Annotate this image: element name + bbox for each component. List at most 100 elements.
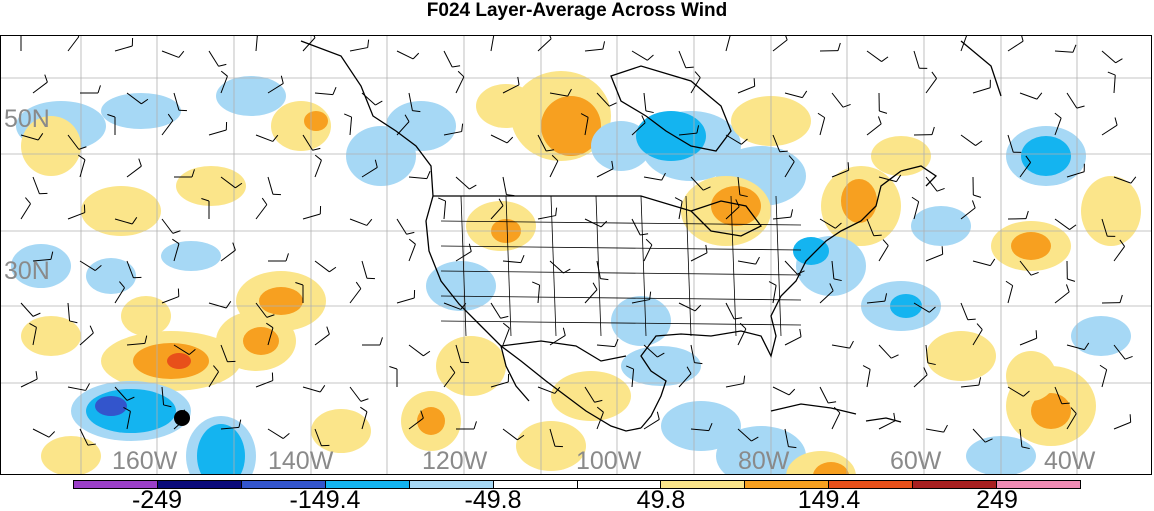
wind-barb: [549, 428, 556, 447]
colorbar-label-neg49: -49.8: [464, 486, 522, 511]
contour-blob: [1081, 176, 1141, 246]
wind-barb-flag: [881, 56, 889, 62]
wind-barb-flag: [563, 268, 571, 274]
wind-barb-flag: [645, 110, 654, 114]
wind-barb: [690, 344, 695, 363]
wind-barb-flag: [891, 354, 899, 359]
wind-barb: [161, 218, 174, 234]
wind-barb: [819, 386, 829, 404]
contour-blob: [661, 401, 741, 451]
wind-barb: [114, 45, 133, 52]
wind-barb-flag: [404, 114, 410, 122]
wind-barb: [490, 302, 501, 319]
contour-blob: [21, 116, 81, 176]
contour-blob: [81, 186, 161, 236]
wind-barb: [408, 244, 416, 262]
wind-barb: [784, 336, 802, 346]
wind-barb-flag: [755, 256, 760, 265]
wind-barb-flag: [923, 367, 928, 375]
wind-barb-flag: [580, 113, 589, 118]
lon-label-100w: 100W: [576, 447, 642, 475]
state-border: [460, 195, 467, 337]
wind-barb: [878, 420, 896, 430]
wind-barb-flag: [1076, 105, 1085, 109]
colorbar-cell: [913, 481, 998, 488]
colorbar-cell: [409, 481, 494, 488]
wind-barb: [314, 333, 330, 346]
wind-barb-flag: [1119, 294, 1123, 303]
wind-barb-flag: [694, 304, 702, 312]
wind-barb: [1101, 124, 1118, 136]
wind-barb: [126, 260, 134, 278]
wind-barb-flag: [326, 326, 330, 335]
wind-barb-flag: [941, 246, 944, 255]
wind-barb: [725, 302, 735, 320]
wind-barb-flag: [708, 423, 713, 431]
contour-blob: [161, 241, 221, 271]
wind-barb-flag: [1099, 364, 1107, 371]
wind-barb: [737, 176, 741, 195]
wind-barb: [267, 428, 284, 439]
wind-barb-flag: [686, 366, 692, 374]
wind-barb: [396, 297, 415, 304]
contour-blob: [611, 296, 671, 346]
wind-barb: [1113, 246, 1125, 262]
wind-barb: [1054, 291, 1070, 304]
contour-blob: [311, 409, 371, 453]
wind-barb-flag: [1030, 271, 1039, 276]
wind-barb-flag: [656, 411, 660, 420]
wind-barb-flag: [751, 436, 759, 442]
wind-barb-flag: [44, 74, 48, 83]
lon-label-80w: 80W: [738, 447, 790, 475]
wind-barb-flag: [468, 243, 472, 252]
wind-barb-flag: [685, 66, 694, 69]
wind-barb-flag: [366, 218, 373, 226]
lon-label-140w: 140W: [268, 447, 334, 475]
coastline: [689, 200, 762, 237]
wind-barb: [831, 169, 849, 178]
wind-barb-flag: [1067, 278, 1076, 282]
wind-barb-flag: [971, 200, 976, 209]
wind-barb: [255, 36, 258, 52]
wind-barb: [502, 260, 521, 264]
wind-barb-flag: [426, 171, 431, 179]
wind-barb-flag: [1070, 407, 1077, 414]
wind-barb: [1054, 117, 1062, 136]
wind-barb: [114, 386, 128, 401]
contour-blob: [426, 261, 496, 311]
state-border: [440, 220, 802, 226]
wind-barb-flag: [873, 234, 882, 237]
wind-barb: [537, 215, 556, 220]
wind-barb-flag: [640, 233, 649, 236]
wind-barb-flag: [735, 199, 740, 207]
colorbar-cell: [241, 481, 326, 488]
wind-barb: [631, 299, 650, 304]
wind-barb-flag: [734, 317, 743, 320]
wind-barb-flag: [645, 238, 653, 246]
wind-barb: [220, 344, 228, 362]
wind-barb: [866, 50, 882, 62]
wind-barb-flag: [562, 327, 566, 336]
wind-barb: [678, 201, 683, 220]
wind-barb-flag: [355, 281, 362, 289]
lat-label-50n: 50N: [4, 105, 50, 133]
wind-barb: [866, 218, 875, 236]
wind-barb: [1113, 176, 1132, 184]
colorbar-label-pos149: 149.4: [797, 486, 861, 511]
wind-barb: [1113, 75, 1116, 94]
wind-barb: [678, 50, 687, 68]
state-border: [685, 195, 692, 337]
wind-barb-flag: [611, 160, 614, 169]
map-panel: [0, 35, 1152, 475]
wind-barb-flag: [218, 63, 227, 67]
contour-blob: [516, 421, 586, 471]
wind-barb-flag: [319, 385, 326, 393]
wind-barb: [913, 50, 920, 69]
wind-barb-flag: [911, 196, 919, 203]
wind-barb-flag: [438, 197, 446, 202]
wind-barb-flag: [408, 238, 416, 245]
lat-label-30n: 30N: [4, 257, 50, 285]
wind-barb: [490, 205, 504, 220]
wind-barb: [396, 50, 414, 60]
wind-barb-flag: [238, 419, 242, 428]
